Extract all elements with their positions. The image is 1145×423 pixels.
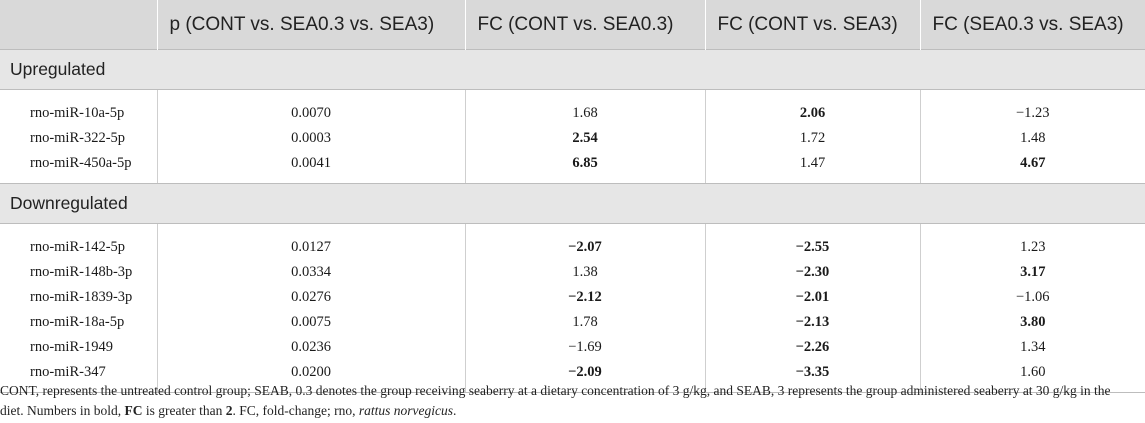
fc-cont-sea3-cell: −2.13	[704, 310, 920, 335]
table-row: rno-miR-450a-5p 0.0041 6.85 1.47 4.67	[0, 151, 1145, 184]
p-value-cell: 0.0276	[156, 285, 465, 310]
table-row: rno-miR-322-5p 0.0003 2.54 1.72 1.48	[0, 126, 1145, 151]
mirna-name-cell: rno-miR-18a-5p	[30, 314, 125, 330]
p-value-cell: 0.0127	[156, 223, 465, 260]
p-value-cell: 0.0070	[156, 89, 465, 126]
fc-cont-sea3-cell: 1.47	[704, 151, 920, 184]
p-value-cell: 0.0075	[156, 310, 465, 335]
footnote-text-4: .	[452, 403, 457, 418]
mirna-name-cell: rno-miR-1949	[30, 339, 113, 355]
table-row: rno-miR-18a-5p 0.0075 1.78 −2.13 3.80	[0, 310, 1145, 335]
section-header-row: Upregulated	[0, 49, 1145, 90]
mirna-name-cell: rno-miR-347	[0, 360, 157, 393]
fc-sea03-sea3-cell: 1.48	[919, 126, 1145, 151]
footnote-text-2: is greater than	[142, 403, 226, 418]
results-table: p (CONT vs. SEA0.3 vs. SEA3) FC (CONT vs…	[0, 0, 1145, 393]
fc-cont-sea03-cell: 2.54	[464, 126, 705, 151]
section-title: Downregulated	[0, 183, 1145, 224]
fc-cont-sea3-cell: −2.30	[704, 260, 920, 285]
footnote-text-1: CONT, represents the untreated control g…	[0, 383, 1111, 418]
fc-cont-sea03-cell: 1.38	[464, 260, 705, 285]
table-row: rno-miR-142-5p 0.0127 −2.07 −2.55 1.23	[0, 223, 1145, 260]
table-body: Upregulated rno-miR-10a-5p 0.0070 1.68 2.06−…	[0, 49, 1145, 393]
header-cell-mirna	[0, 0, 157, 50]
table-row: rno-miR-1949 0.0236 −1.69 −2.26 1.34	[0, 335, 1145, 360]
fc-cont-sea3-cell: 1.72	[704, 126, 920, 151]
section-header-row: Downregulated	[0, 183, 1145, 224]
mirna-name-cell: rno-miR-148b-3p	[30, 264, 133, 280]
p-value-cell: 0.0334	[156, 260, 465, 285]
p-value-cell: 0.0003	[156, 126, 465, 151]
footnote-text-3: . FC, fold-change; rno,	[232, 403, 359, 418]
fc-sea03-sea3-cell: −1.23	[919, 89, 1145, 126]
fc-sea03-sea3-cell: 3.80	[919, 310, 1145, 335]
fc-cont-sea03-cell: 1.68	[464, 89, 705, 126]
table-row: rno-miR-148b-3p 0.0334 1.38 −2.30 3.17	[0, 260, 1145, 285]
footnote-bold-2: 2	[225, 403, 233, 418]
mirna-name-cell: rno-miR-10a-5p	[30, 105, 125, 121]
fc-cont-sea03-cell: −2.07	[464, 223, 705, 260]
table-row: rno-miR-1839-3p 0.0276 −2.12 −2.01 −1.06	[0, 285, 1145, 310]
table-footnote: CONT, represents the untreated control g…	[0, 381, 1135, 421]
table-row: rno-miR-347 0.0200 −2.09 −3.35 1.60	[0, 360, 1145, 393]
header-cell-fc-sea03-sea3: FC (SEA0.3 vs. SEA3)	[919, 0, 1145, 50]
mirna-name-cell: rno-miR-450a-5p	[0, 151, 157, 184]
fc-cont-sea3-cell: −3.35	[704, 360, 920, 393]
mirna-name-cell: rno-miR-322-5p	[30, 130, 126, 146]
fc-sea03-sea3-cell: 1.34	[919, 335, 1145, 360]
header-cell-fc-cont-sea3: FC (CONT vs. SEA3)	[704, 0, 920, 50]
fc-cont-sea3-cell: −2.01	[704, 285, 920, 310]
section-title: Upregulated	[0, 49, 1145, 90]
fc-cont-sea03-cell: 1.78	[464, 310, 705, 335]
p-value-cell: 0.0200	[156, 360, 465, 393]
mirna-name-cell: rno-miR-142-5p	[30, 239, 126, 255]
fc-sea03-sea3-cell: 1.60	[919, 360, 1145, 393]
footnote-bold-fc: FC	[124, 403, 143, 418]
header-cell-fc-cont-sea03: FC (CONT vs. SEA0.3)	[464, 0, 705, 50]
fc-cont-sea3-cell: −2.26	[704, 335, 920, 360]
header-cell-p: p (CONT vs. SEA0.3 vs. SEA3)	[156, 0, 465, 50]
p-value-cell: 0.0236	[156, 335, 465, 360]
header-row: p (CONT vs. SEA0.3 vs. SEA3) FC (CONT vs…	[0, 0, 1145, 50]
fc-cont-sea3-cell: 2.06	[704, 89, 920, 126]
fc-sea03-sea3-cell: 3.17	[919, 260, 1145, 285]
table-row: rno-miR-10a-5p 0.0070 1.68 2.06 −1.23	[0, 89, 1145, 126]
footnote-species: rattus norvegicus	[358, 403, 453, 418]
fc-sea03-sea3-cell: 1.23	[919, 223, 1145, 260]
fc-cont-sea03-cell: −2.12	[464, 285, 705, 310]
fc-cont-sea03-cell: 6.85	[464, 151, 705, 184]
mirna-name-cell: rno-miR-1839-3p	[30, 289, 133, 305]
fc-cont-sea3-cell: −2.55	[704, 223, 920, 260]
p-value-cell: 0.0041	[156, 151, 465, 184]
fc-sea03-sea3-cell: 4.67	[919, 151, 1145, 184]
fc-sea03-sea3-cell: −1.06	[919, 285, 1145, 310]
fc-cont-sea03-cell: −1.69	[464, 335, 705, 360]
fc-cont-sea03-cell: −2.09	[464, 360, 705, 393]
